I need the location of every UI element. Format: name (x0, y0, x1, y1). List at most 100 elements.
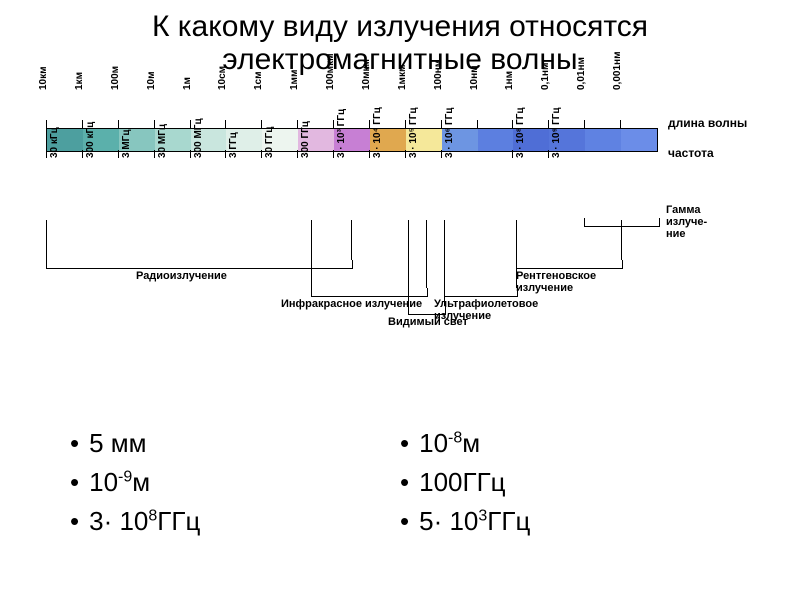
wavelength-label: 100нм (433, 60, 444, 90)
spectrum-segment (478, 129, 514, 151)
wavelength-tick (441, 120, 442, 128)
band-connector (46, 220, 47, 260)
band-bracket (46, 260, 353, 269)
frequency-label: 3 · 10⁶ ГГц (444, 108, 455, 158)
wavelength-tick (477, 120, 478, 128)
wavelength-label: 100м (110, 66, 121, 90)
frequency-label: 3 МГц (121, 130, 132, 159)
band-connector (426, 220, 427, 288)
title-line1: К какому виду излучения относятся (152, 10, 648, 43)
frequency-label: 30 кГц (49, 127, 60, 158)
frequency-label: 3 · 10³ ГГц (336, 109, 347, 158)
band-label: Гаммаизлуче-ние (666, 204, 707, 240)
frequency-label: 300 кГц (85, 122, 96, 158)
band-bracket (516, 260, 623, 269)
spectrum-segment (585, 129, 621, 151)
wavelength-label: 1км (74, 72, 85, 90)
bullet-dot: • (400, 430, 409, 456)
frequency-label: 3 · 10⁴ ГГц (372, 107, 383, 158)
wavelength-label: 0,001нм (612, 52, 623, 90)
wavelength-tick (225, 120, 226, 128)
spectrum-diagram: 10км1км100м10м1м10см1см1мм100мкм10мкм1мк… (46, 128, 756, 152)
wavelength-tick (190, 120, 191, 128)
frequency-tick (225, 150, 226, 158)
bullet-text: 3· 108ГГц (89, 506, 200, 537)
wavelength-tick (46, 120, 47, 128)
wavelength-tick (405, 120, 406, 128)
frequency-label: 30 МГц (157, 124, 168, 158)
bullet-item: • 10-8м (400, 428, 730, 459)
wavelength-label: 0,1нм (540, 63, 551, 90)
bullet-dot: • (70, 469, 79, 495)
band-connector (408, 220, 409, 306)
wavelength-label: 100мкм (325, 54, 336, 90)
wavelength-label: 10см (217, 66, 228, 90)
frequency-tick (441, 150, 442, 158)
frequency-tick (261, 150, 262, 158)
wavelength-label: 1м (182, 77, 193, 90)
bullet-item: • 10-9м (70, 467, 400, 498)
spectrum-bar (46, 128, 658, 152)
frequency-tick (82, 150, 83, 158)
wavelength-tick (118, 120, 119, 128)
band-connector (444, 220, 445, 288)
frequency-tick (333, 150, 334, 158)
band-bracket (444, 288, 518, 297)
band-label: Рентгеновскоеизлучение (516, 270, 596, 294)
frequency-tick (46, 150, 47, 158)
band-connector (311, 220, 312, 288)
wavelength-tick (369, 120, 370, 128)
bullet-text: 10-8м (419, 428, 480, 459)
wavelength-tick (297, 120, 298, 128)
frequency-tick (118, 150, 119, 158)
wavelength-axis-label: длина волны (668, 116, 747, 130)
bullet-text: 5 мм (89, 428, 146, 459)
wavelength-tick (620, 120, 621, 128)
band-label: Радиоизлучение (136, 270, 227, 282)
bullet-dot: • (400, 508, 409, 534)
wavelength-tick (82, 120, 83, 128)
wavelength-tick (261, 120, 262, 128)
frequency-label: 3 · 10⁹ ГГц (551, 107, 562, 158)
band-connector (516, 220, 517, 260)
frequency-label: 300 МГц (193, 118, 204, 158)
frequency-tick (369, 150, 370, 158)
bullet-column-left: • 5 мм • 10-9м • 3· 108ГГц (70, 428, 400, 545)
wavelength-tick (512, 120, 513, 128)
bullet-text: 100ГГц (419, 467, 505, 498)
band-label: Инфракрасное излучение (281, 298, 422, 310)
wavelength-label: 10км (38, 66, 49, 90)
wavelength-label: 1мм (289, 70, 300, 90)
band-bracket (584, 218, 660, 227)
frequency-tick (190, 150, 191, 158)
bullet-item: • 5· 103ГГц (400, 506, 730, 537)
band-connector (351, 220, 352, 260)
wavelength-label: 1мкм (397, 65, 408, 90)
bullet-item: •100ГГц (400, 467, 730, 498)
band-bracket (311, 288, 428, 297)
frequency-axis-label: частота (668, 146, 714, 160)
frequency-label: 3 · 10⁵ ГГц (408, 107, 419, 158)
wavelength-label: 10нм (469, 65, 480, 90)
frequency-tick (154, 150, 155, 158)
bullet-dot: • (70, 508, 79, 534)
band-label: Ультрафиолетовоеизлучение (434, 298, 538, 322)
bullet-column-right: • 10-8м •100ГГц • 5· 103ГГц (400, 428, 730, 545)
bullet-text: 10-9м (89, 467, 150, 498)
frequency-tick (297, 150, 298, 158)
wavelength-tick (548, 120, 549, 128)
frequency-label: 30 ГГц (264, 127, 275, 158)
wavelength-label: 1см (253, 71, 264, 90)
frequency-label: 3 · 10⁸ ГГц (515, 107, 526, 158)
wavelength-label: 1нм (504, 71, 515, 90)
wavelength-tick (154, 120, 155, 128)
wavelength-label: 10мкм (361, 59, 372, 90)
wavelength-tick (333, 120, 334, 128)
bullet-text: 5· 103ГГц (419, 506, 530, 537)
frequency-tick (548, 150, 549, 158)
bullet-item: • 3· 108ГГц (70, 506, 400, 537)
wavelength-label: 10м (146, 71, 157, 90)
frequency-tick (512, 150, 513, 158)
bullet-dot: • (70, 430, 79, 456)
spectrum-segment (621, 129, 657, 151)
